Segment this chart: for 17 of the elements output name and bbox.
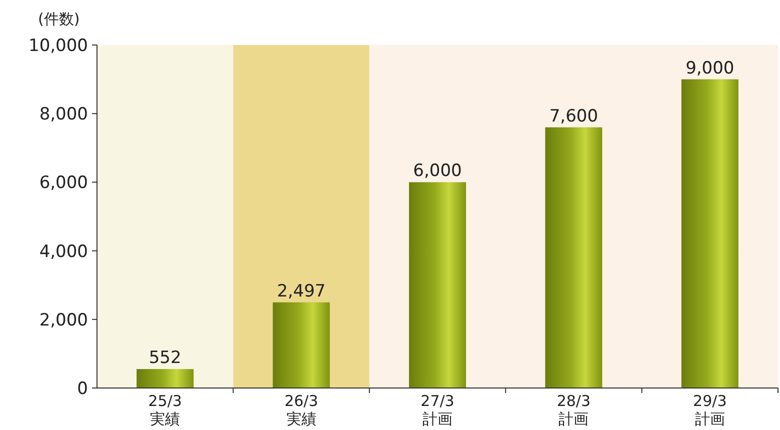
- y-tick-label: 8,000: [39, 104, 88, 125]
- y-tick-label: 0: [77, 379, 88, 399]
- x-tick-label: 27/3 計画: [420, 392, 454, 428]
- x-tick-label: 28/3 計画: [556, 392, 591, 428]
- x-tick-label: 25/3 実績: [148, 392, 182, 428]
- data-label: 7,600: [549, 106, 598, 126]
- x-tick-label: 26/3 実績: [284, 392, 318, 428]
- data-label: 9,000: [686, 58, 734, 78]
- data-label: 552: [148, 348, 182, 368]
- x-tick-label: 29/3 計画: [693, 392, 727, 428]
- y-tick-label: 6,000: [39, 173, 88, 194]
- y-tick-label: 4,000: [39, 242, 88, 262]
- y-tick-label: 2,000: [39, 310, 88, 330]
- y-tick-label: 10,000: [28, 36, 88, 56]
- data-label: 2,497: [276, 281, 326, 302]
- data-label: 6,000: [413, 161, 462, 182]
- y-axis-title: (件数): [38, 10, 80, 28]
